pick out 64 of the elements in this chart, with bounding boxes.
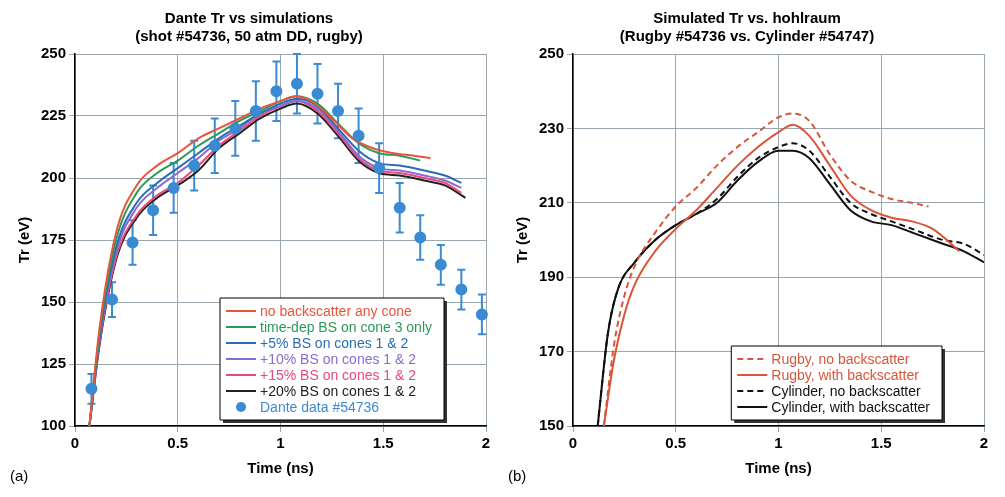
y-tick-label: 170	[539, 341, 565, 359]
x-tick-label: 1.5	[870, 434, 892, 452]
point	[126, 236, 139, 249]
x-tick-label: 2	[481, 434, 491, 452]
chart-title: Simulated Tr vs. hohlraum	[653, 9, 841, 27]
point	[434, 258, 447, 271]
y-tick-label: 150	[539, 416, 565, 434]
point	[188, 159, 201, 172]
y-tick-label: 225	[41, 106, 67, 124]
y-tick-label: 230	[539, 118, 565, 136]
point	[393, 201, 406, 214]
point	[414, 231, 427, 244]
x-tick-label: 1.5	[372, 434, 394, 452]
point	[352, 129, 365, 142]
x-tick-label: 0	[70, 434, 80, 452]
point	[229, 122, 242, 135]
x-tick-label: 1	[276, 434, 285, 452]
y-tick-label: 250	[41, 44, 67, 62]
y-tick-label: 150	[41, 292, 67, 310]
legend-label: Rugby, no backscatter	[771, 350, 910, 367]
y-tick-label: 190	[539, 267, 565, 285]
x-tick-label: 0.5	[167, 434, 189, 452]
y-tick-label: 175	[41, 230, 67, 248]
legend-label: +10% BS on cones 1 & 2	[260, 350, 417, 367]
legend-label: Rugby, with backscatter	[771, 366, 920, 383]
legend-label: Cylinder, with backscatter	[771, 398, 931, 415]
y-tick-label: 100	[41, 416, 67, 434]
legend-label: Cylinder, no backscatter	[771, 382, 922, 399]
x-tick-label: 2	[979, 434, 989, 452]
y-axis-title: Tr (eV)	[15, 216, 33, 264]
point	[455, 283, 468, 296]
point	[249, 105, 262, 118]
y-tick-label: 125	[41, 354, 67, 372]
x-axis-title: Time (ns)	[247, 459, 314, 477]
point	[270, 85, 283, 98]
point	[85, 382, 98, 395]
point	[290, 77, 303, 90]
text: (a)	[10, 466, 29, 484]
point	[475, 308, 488, 321]
legend-label: time-dep BS on cone 3 only	[260, 318, 433, 335]
text: (b)	[508, 466, 527, 484]
y-axis-title: Tr (eV)	[513, 216, 531, 264]
y-tick-label: 210	[539, 192, 565, 210]
point	[106, 293, 119, 306]
legend-label: +15% BS on cones 1 & 2	[260, 366, 417, 383]
point	[332, 105, 345, 118]
x-axis-title: Time (ns)	[745, 459, 812, 477]
legend-label: +20% BS on cones 1 & 2	[260, 382, 417, 399]
point	[208, 139, 221, 152]
x-tick-label: 0.5	[665, 434, 687, 452]
x-tick-label: 1	[774, 434, 783, 452]
point	[311, 87, 324, 100]
point	[167, 181, 180, 194]
chart-subtitle: (shot #54736, 50 atm DD, rugby)	[135, 27, 363, 45]
point	[147, 204, 160, 217]
y-tick-label: 200	[41, 168, 67, 186]
legend-label: +5% BS on cones 1 & 2	[260, 334, 409, 351]
y-tick-label: 250	[539, 44, 565, 62]
legend-label: no backscatter any cone	[260, 302, 412, 319]
chart-subtitle: (Rugby #54736 vs. Cylinder #54747)	[619, 27, 875, 45]
x-tick-label: 0	[568, 434, 578, 452]
point	[373, 162, 386, 175]
chart-title: Dante Tr vs simulations	[164, 9, 334, 27]
legend-label: Dante data #54736	[260, 398, 380, 415]
